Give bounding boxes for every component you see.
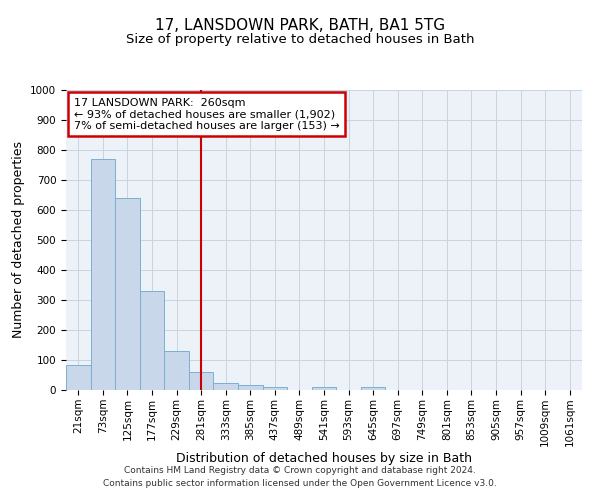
Bar <box>164 351 189 390</box>
Bar <box>189 372 214 390</box>
Text: Contains HM Land Registry data © Crown copyright and database right 2024.
Contai: Contains HM Land Registry data © Crown c… <box>103 466 497 487</box>
Y-axis label: Number of detached properties: Number of detached properties <box>11 142 25 338</box>
Bar <box>66 364 91 390</box>
Bar <box>263 387 287 390</box>
Bar <box>140 291 164 390</box>
Bar <box>214 382 238 390</box>
Bar <box>115 198 140 390</box>
Bar <box>238 385 263 390</box>
Bar <box>91 159 115 390</box>
Text: Size of property relative to detached houses in Bath: Size of property relative to detached ho… <box>126 32 474 46</box>
Text: 17, LANSDOWN PARK, BATH, BA1 5TG: 17, LANSDOWN PARK, BATH, BA1 5TG <box>155 18 445 32</box>
Bar <box>361 387 385 390</box>
X-axis label: Distribution of detached houses by size in Bath: Distribution of detached houses by size … <box>176 452 472 465</box>
Text: 17 LANSDOWN PARK:  260sqm
← 93% of detached houses are smaller (1,902)
7% of sem: 17 LANSDOWN PARK: 260sqm ← 93% of detach… <box>74 98 340 130</box>
Bar <box>312 387 336 390</box>
